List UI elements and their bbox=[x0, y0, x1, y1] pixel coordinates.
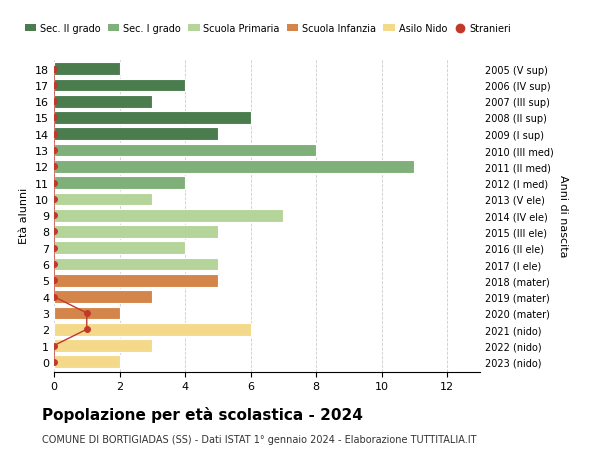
Bar bbox=[54, 356, 119, 369]
Bar bbox=[54, 193, 152, 206]
Legend: Sec. II grado, Sec. I grado, Scuola Primaria, Scuola Infanzia, Asilo Nido, Stran: Sec. II grado, Sec. I grado, Scuola Prim… bbox=[25, 24, 511, 34]
Bar bbox=[54, 274, 218, 287]
Bar bbox=[54, 226, 218, 238]
Bar bbox=[54, 128, 218, 141]
Text: Popolazione per età scolastica - 2024: Popolazione per età scolastica - 2024 bbox=[42, 406, 363, 422]
Bar bbox=[54, 63, 119, 76]
Y-axis label: Età alunni: Età alunni bbox=[19, 188, 29, 244]
Bar bbox=[54, 258, 218, 271]
Bar bbox=[54, 242, 185, 255]
Bar bbox=[54, 112, 251, 124]
Bar bbox=[54, 209, 283, 222]
Text: COMUNE DI BORTIGIADAS (SS) - Dati ISTAT 1° gennaio 2024 - Elaborazione TUTTITALI: COMUNE DI BORTIGIADAS (SS) - Dati ISTAT … bbox=[42, 434, 476, 444]
Bar bbox=[54, 291, 152, 303]
Bar bbox=[54, 323, 251, 336]
Bar bbox=[54, 177, 185, 190]
Bar bbox=[54, 145, 316, 157]
Bar bbox=[54, 95, 152, 108]
Bar bbox=[54, 340, 152, 352]
Bar bbox=[54, 79, 185, 92]
Y-axis label: Anni di nascita: Anni di nascita bbox=[557, 174, 568, 257]
Bar bbox=[54, 307, 119, 319]
Bar bbox=[54, 161, 415, 174]
